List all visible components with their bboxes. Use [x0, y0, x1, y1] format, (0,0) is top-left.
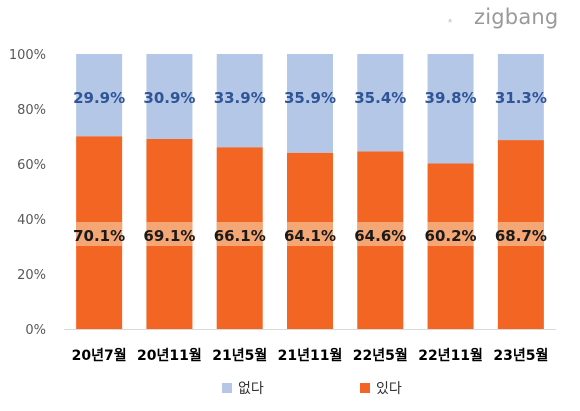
legend-item-with: 있다: [360, 378, 402, 398]
data-label-bg-with: [146, 222, 193, 246]
bar-with: [427, 163, 474, 329]
legend-item-without: 없다: [222, 378, 264, 398]
legend-label-with: 있다: [376, 381, 402, 397]
data-label-bg-with: [76, 222, 123, 246]
x-category-label: 22년5월: [353, 347, 408, 364]
data-label-bg-with: [357, 222, 404, 246]
bar-without: [497, 54, 544, 141]
data-label-with: 69.1%: [143, 227, 195, 245]
data-label-bg-with: [216, 222, 263, 246]
bar-without: [216, 54, 263, 148]
x-category-label: 21년5월: [212, 347, 267, 364]
data-label-bg-with: [287, 222, 333, 246]
y-tick-label: 80%: [17, 103, 46, 118]
bar-without: [146, 54, 193, 139]
x-category-label: 20년11월: [137, 347, 202, 364]
data-label-without: 35.9%: [284, 89, 336, 107]
data-label-without: 29.9%: [73, 89, 125, 107]
x-category-label: 21년11월: [278, 347, 343, 364]
bar-without: [427, 54, 474, 164]
legend-swatch-without: [222, 383, 232, 393]
data-label-with: 60.2%: [425, 227, 477, 245]
data-label-with: 64.6%: [354, 227, 406, 245]
x-category-label: 22년11월: [418, 347, 483, 364]
data-label-with: 70.1%: [73, 227, 125, 245]
y-tick-label: 100%: [9, 48, 46, 63]
data-label-without: 33.9%: [214, 89, 266, 107]
y-tick-label: 0%: [25, 323, 46, 338]
y-tick-label: 60%: [17, 158, 46, 173]
zigbang-logo-text: zigbang: [474, 5, 559, 29]
data-label-bg-with: [427, 222, 474, 246]
data-label-without: 39.8%: [425, 89, 477, 107]
zigbang-logo-icon: [448, 18, 452, 23]
data-label-without: 35.4%: [354, 89, 406, 107]
data-label-with: 68.7%: [495, 227, 547, 245]
legend-swatch-with: [360, 383, 370, 393]
bar-without: [76, 54, 123, 137]
chart-legend: 없다 있다: [0, 378, 580, 402]
data-label-with: 64.1%: [284, 227, 336, 245]
bar-without: [357, 54, 404, 152]
y-tick-label: 40%: [17, 213, 46, 228]
data-label-without: 30.9%: [143, 89, 195, 107]
bar-without: [287, 54, 333, 153]
data-label-bg-with: [497, 222, 544, 246]
x-category-label: 20년7월: [72, 347, 127, 364]
data-label-with: 66.1%: [214, 227, 266, 245]
legend-label-without: 없다: [238, 381, 264, 397]
y-tick-label: 20%: [17, 268, 46, 283]
x-category-label: 23년5월: [493, 347, 548, 364]
data-label-without: 31.3%: [495, 89, 547, 107]
